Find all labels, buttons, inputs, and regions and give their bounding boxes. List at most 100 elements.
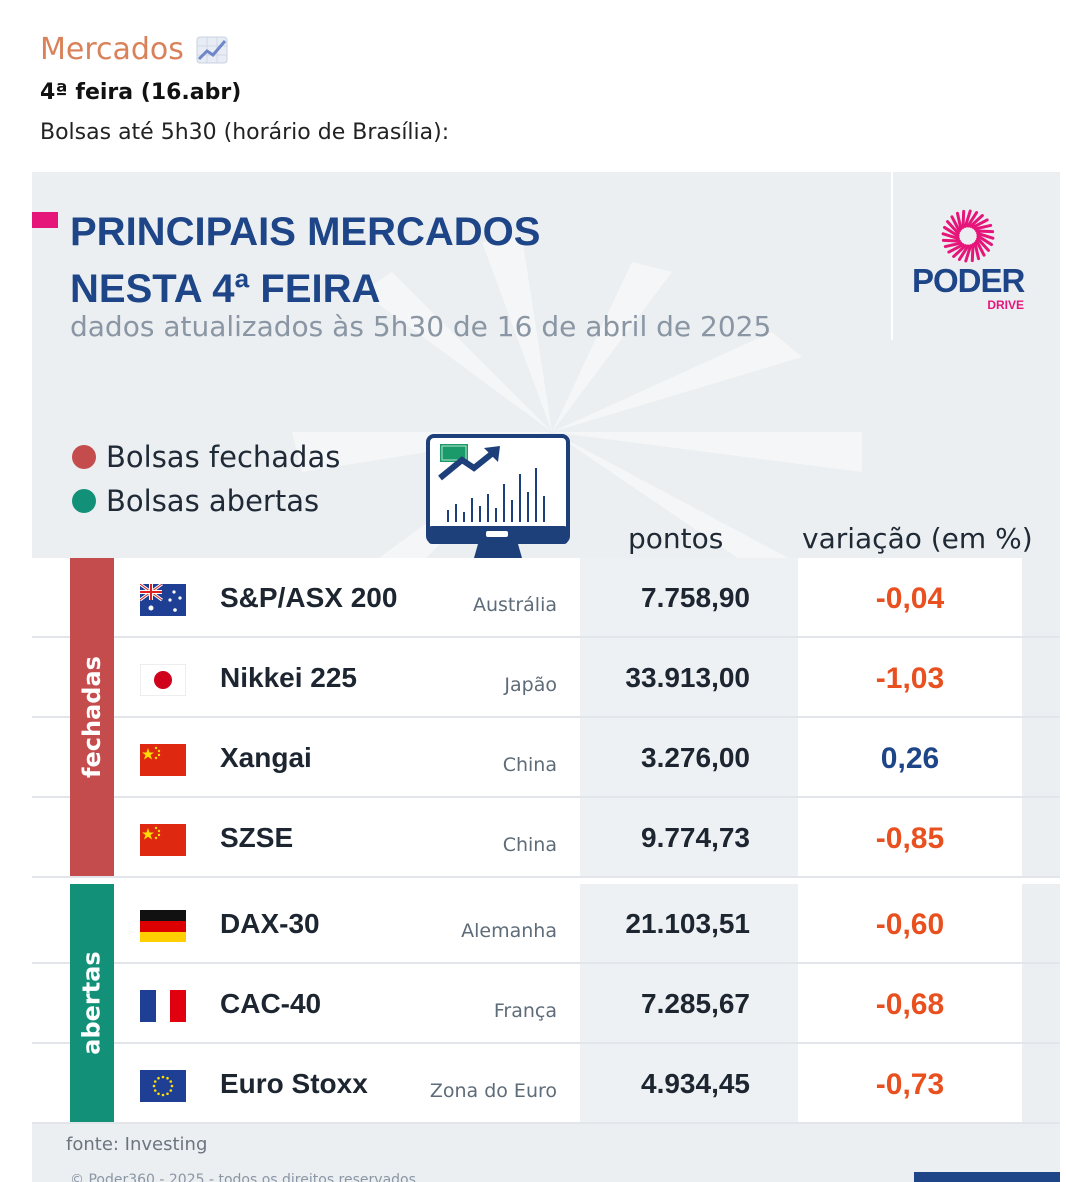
- australia-flag-icon: [139, 582, 186, 616]
- row-gap: [1022, 638, 1060, 718]
- eu-flag-icon: [140, 1070, 186, 1102]
- row-divider: [32, 876, 1060, 878]
- index-country: França: [493, 1000, 557, 1022]
- index-name: Xangai: [220, 742, 312, 773]
- index-variation: -0,68: [875, 988, 945, 1021]
- card-accent-mark: [32, 212, 58, 228]
- logo-subtext: DRIVE: [987, 298, 1024, 312]
- green-dot-icon: [72, 489, 96, 513]
- index-variation: -0,73: [875, 1068, 945, 1101]
- row-gap: [1022, 718, 1060, 798]
- card-title-line2: NESTA 4ª FEIRA: [70, 267, 381, 311]
- index-variation: -0,60: [875, 908, 945, 941]
- china-flag-icon: [140, 824, 186, 856]
- index-variation: 0,26: [880, 742, 940, 775]
- index-name: SZSE: [220, 822, 294, 853]
- table-row: CAC-40 França 7.285,67 -0,68: [32, 964, 1060, 1044]
- group-label-open: abertas: [78, 951, 107, 1055]
- row-gap: [1022, 1044, 1060, 1124]
- index-name: S&P/ASX 200: [220, 582, 398, 613]
- points-cell-bg: [580, 798, 798, 878]
- index-name: CAC-40: [220, 988, 322, 1019]
- row-divider: [32, 636, 1060, 638]
- legend-open-label: Bolsas abertas: [106, 484, 320, 518]
- variation-cell-bg: [798, 884, 1022, 964]
- points-cell-bg: [580, 884, 798, 964]
- index-points: 33.913,00: [625, 662, 750, 693]
- index-name: Euro Stoxx: [220, 1068, 368, 1099]
- table-row: DAX-30 Alemanha 21.103,51 -0,60: [32, 884, 1060, 964]
- message-date: 4ª feira (16.abr): [40, 80, 242, 105]
- index-country: Zona do Euro: [429, 1080, 557, 1102]
- legend-closed: Bolsas fechadas: [72, 440, 341, 474]
- row-gap: [1022, 798, 1060, 878]
- index-name: Nikkei 225: [220, 662, 357, 693]
- group-label-closed: fechadas: [78, 656, 107, 778]
- index-points: 3.276,00: [641, 742, 750, 773]
- variation-cell-bg: [798, 798, 1022, 878]
- china-flag-icon: [140, 744, 186, 776]
- legend-closed-label: Bolsas fechadas: [106, 440, 341, 474]
- index-points: 7.285,67: [641, 988, 750, 1019]
- card-title: PRINCIPAIS MERCADOS NESTA 4ª FEIRA: [70, 204, 540, 318]
- row-divider: [32, 796, 1060, 798]
- card-subtitle: dados atualizados às 5h30 de 16 de abril…: [70, 310, 772, 343]
- table-row: Xangai China 3.276,00 0,26: [32, 718, 1060, 798]
- index-points: 9.774,73: [641, 822, 750, 853]
- table-row: S&P/ASX 200 Austrália 7.758,90 -0,04: [32, 558, 1060, 638]
- row-gap: [1022, 964, 1060, 1044]
- logo-text: PODER: [912, 262, 1025, 299]
- group-bar-open: abertas: [70, 884, 114, 1122]
- row-gap: [1022, 884, 1060, 964]
- variation-cell-bg: [798, 1044, 1022, 1124]
- source-note: fonte: Investing: [66, 1134, 208, 1155]
- row-divider: [32, 1042, 1060, 1044]
- index-variation: -0,04: [875, 582, 945, 615]
- points-cell-bg: [580, 1044, 798, 1124]
- group-bar-closed: fechadas: [70, 558, 114, 876]
- points-cell-bg: [580, 718, 798, 798]
- row-divider: [32, 716, 1060, 718]
- legend-open: Bolsas abertas: [72, 484, 320, 518]
- column-header-points: pontos: [628, 522, 724, 555]
- card-title-line1: PRINCIPAIS MERCADOS: [70, 210, 541, 254]
- germany-flag-icon: [140, 910, 186, 942]
- variation-cell-bg: [798, 964, 1022, 1044]
- france-flag-icon: [140, 990, 186, 1022]
- footer-bar: [914, 1172, 1060, 1182]
- message-subtitle: Bolsas até 5h30 (horário de Brasília):: [40, 120, 450, 145]
- points-cell-bg: [580, 964, 798, 1044]
- row-divider: [32, 962, 1060, 964]
- japan-flag-icon: [139, 663, 187, 697]
- table-row: Euro Stoxx Zona do Euro 4.934,45 -0,73: [32, 1044, 1060, 1124]
- row-divider: [32, 1122, 1060, 1124]
- header-divider: [891, 172, 893, 340]
- index-country: China: [502, 834, 557, 856]
- message-title: Mercados: [40, 32, 184, 67]
- points-cell-bg: [580, 638, 798, 718]
- chart-increasing-icon: [196, 36, 228, 64]
- index-country: Alemanha: [461, 920, 557, 942]
- variation-cell-bg: [798, 558, 1022, 638]
- index-points: 21.103,51: [625, 908, 750, 939]
- poder-logo-icon: [941, 209, 995, 263]
- index-points: 7.758,90: [641, 582, 750, 613]
- index-country: China: [502, 754, 557, 776]
- table-row: SZSE China 9.774,73 -0,85: [32, 798, 1060, 878]
- index-name: DAX-30: [220, 908, 320, 939]
- copyright-note: © Poder360 - 2025 - todos os direitos re…: [70, 1172, 416, 1182]
- index-country: Japão: [504, 674, 557, 696]
- red-dot-icon: [72, 445, 96, 469]
- markets-table: S&P/ASX 200 Austrália 7.758,90 -0,04 Nikkei …: [32, 558, 1060, 1124]
- table-row: Nikkei 225 Japão 33.913,00 -1,03: [32, 638, 1060, 718]
- monitor-chart-icon: [426, 434, 570, 558]
- index-points: 4.934,45: [641, 1068, 750, 1099]
- points-cell-bg: [580, 558, 798, 638]
- markets-card: PRINCIPAIS MERCADOS NESTA 4ª FEIRA dados…: [32, 172, 1060, 1182]
- index-variation: -1,03: [875, 662, 945, 695]
- column-header-variation: variação (em %): [802, 522, 1033, 555]
- variation-cell-bg: [798, 638, 1022, 718]
- row-gap: [1022, 558, 1060, 638]
- index-variation: -0,85: [875, 822, 945, 855]
- index-country: Austrália: [472, 594, 557, 616]
